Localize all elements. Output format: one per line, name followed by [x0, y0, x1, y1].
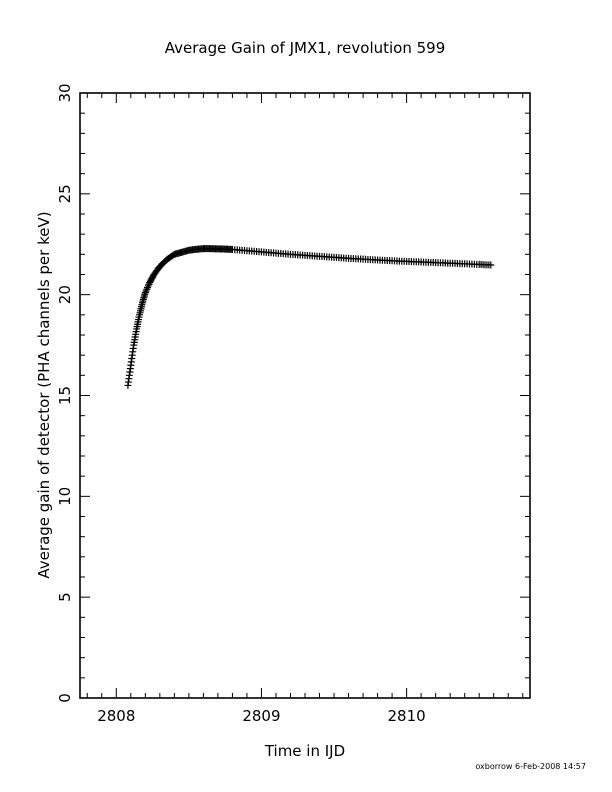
- y-tick-labels: 0 5 10 15 20 25 30: [56, 83, 74, 702]
- data-series: [124, 245, 495, 389]
- y-tick-label: 15: [56, 386, 74, 405]
- y-tick-label: 25: [56, 184, 74, 203]
- x-tick-label: 2809: [242, 707, 280, 725]
- y-axis-label: Average gain of detector (PHA channels p…: [35, 211, 53, 578]
- chart-title: Average Gain of JMX1, revolution 599: [165, 39, 446, 57]
- y-tick-label: 0: [56, 693, 74, 703]
- data-point: [141, 289, 149, 297]
- x-axis-label: Time in IJD: [264, 742, 345, 760]
- data-point: [144, 282, 152, 290]
- y-tick-label: 5: [56, 592, 74, 602]
- data-point: [143, 285, 151, 293]
- footer-stamp: oxborrow 6-Feb-2008 14:57: [475, 762, 586, 771]
- data-point: [144, 284, 151, 292]
- plot-frame: [79, 92, 531, 699]
- x-tick-label: 2808: [97, 707, 135, 725]
- data-point: [145, 280, 153, 288]
- y-tick-label: 10: [56, 487, 74, 506]
- data-point: [142, 287, 150, 295]
- y-tick-label: 30: [56, 83, 74, 102]
- data-point: [487, 261, 495, 269]
- x-tick-labels: 2808 2809 2810: [97, 707, 426, 725]
- x-tick-label: 2810: [388, 707, 426, 725]
- axis-ticks: [80, 92, 530, 699]
- y-tick-label: 20: [56, 285, 74, 304]
